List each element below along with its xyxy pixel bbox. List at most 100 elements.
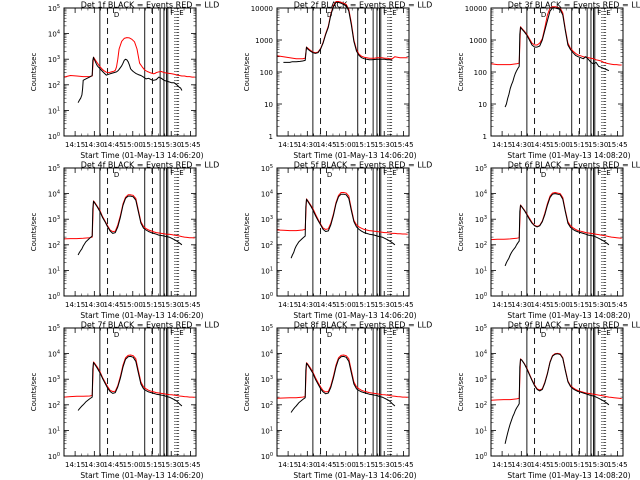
y-tick-label: 1000 [469, 37, 487, 45]
x-tick-label: 14:45 [316, 141, 336, 149]
y-axis-label: Counts/sec [30, 53, 38, 92]
marker-label-d: D [541, 171, 546, 179]
y-tick-label: 100 [48, 452, 60, 461]
x-tick-label: 15:45 [180, 301, 200, 309]
x-tick-label: 14:45 [103, 461, 123, 469]
panel-det-4: Det 4f BLACK = Events RED = LLD Counts/se… [30, 161, 219, 321]
x-tick-label: 15:15 [355, 461, 375, 469]
x-tick-label: 14:15 [492, 141, 512, 149]
x-tick-label: 14:15 [278, 301, 298, 309]
y-tick-label: 103 [48, 375, 60, 384]
series-line-lld [276, 1, 408, 60]
marker-label-f: F [597, 329, 601, 337]
panel-det-3: Det 3f BLACK = Events RED = LLD Counts/se… [457, 1, 640, 161]
x-tick-label: 15:00 [336, 141, 356, 149]
x-tick-label: 14:15 [65, 141, 85, 149]
y-tick-label: 104 [475, 350, 487, 359]
y-tick-label: 101 [261, 266, 273, 275]
marker-label-f: F [170, 329, 174, 337]
x-axis-label: Start Time (01-May-13 14:06:20) [80, 151, 203, 160]
y-tick-label: 100 [260, 69, 273, 77]
marker-label-f: F [383, 9, 387, 17]
marker-label-e: E [179, 329, 183, 337]
x-tick-label: 15:15 [142, 301, 162, 309]
x-tick-label: 15:15 [569, 141, 589, 149]
x-tick-label: 15:45 [180, 461, 200, 469]
y-tick-label: 102 [475, 241, 487, 250]
series-line-events [504, 193, 610, 267]
x-tick-label: 15:15 [355, 301, 375, 309]
panel-det-6: Det 6f BLACK = Events RED = LLD Counts/se… [457, 161, 640, 321]
x-tick-label: 14:30 [84, 301, 104, 309]
x-tick-label: 14:15 [278, 461, 298, 469]
panel-title: Det 9f BLACK = Events RED = LLD [508, 321, 640, 330]
y-tick-label: 100 [48, 132, 60, 141]
marker-label-e: E [179, 169, 183, 177]
x-tick-label: 15:45 [393, 301, 413, 309]
marker-label-f: F [383, 329, 387, 337]
x-tick-label: 14:15 [492, 461, 512, 469]
x-tick-label: 14:30 [297, 461, 317, 469]
x-tick-label: 15:15 [355, 141, 375, 149]
y-axis-label: Counts/sec [243, 213, 251, 252]
marker-label-d: D [114, 171, 119, 179]
x-tick-label: 14:30 [511, 301, 531, 309]
x-tick-label: 15:45 [180, 141, 200, 149]
series-line-lld [276, 354, 408, 399]
series-line-events [77, 355, 183, 411]
marker-label-d: D [114, 11, 119, 19]
y-tick-label: 105 [261, 164, 273, 173]
x-tick-label: 15:00 [550, 141, 570, 149]
y-tick-label: 100 [475, 452, 487, 461]
plot-frame [276, 167, 410, 297]
plot-frame [490, 327, 624, 457]
y-tick-label: 10000 [465, 5, 487, 13]
x-tick-label: 14:45 [530, 301, 550, 309]
marker-label-e: E [392, 329, 396, 337]
x-tick-label: 15:30 [374, 141, 394, 149]
x-tick-label: 14:45 [103, 141, 123, 149]
marker-label-f: F [170, 169, 174, 177]
y-axis-label: Counts/sec [457, 53, 465, 92]
y-tick-label: 101 [475, 266, 487, 275]
y-tick-label: 102 [48, 81, 60, 90]
y-tick-label: 102 [475, 401, 487, 410]
marker-label-f: F [383, 169, 387, 177]
y-tick-label: 10 [478, 101, 487, 109]
plot-frame [490, 7, 624, 137]
marker-label-e: E [392, 169, 396, 177]
x-tick-label: 15:00 [336, 301, 356, 309]
y-tick-label: 104 [475, 190, 487, 199]
x-tick-label: 15:00 [123, 141, 143, 149]
x-tick-label: 14:30 [511, 141, 531, 149]
y-tick-label: 105 [261, 324, 273, 333]
marker-label-f: F [170, 9, 174, 17]
x-tick-label: 15:30 [161, 461, 181, 469]
x-tick-label: 15:00 [123, 301, 143, 309]
x-tick-label: 15:00 [123, 461, 143, 469]
panel-title: Det 8f BLACK = Events RED = LLD [294, 321, 433, 330]
y-tick-label: 104 [48, 190, 60, 199]
y-tick-label: 101 [475, 426, 487, 435]
panel-title: Det 5f BLACK = Events RED = LLD [294, 161, 433, 170]
x-tick-label: 14:30 [84, 461, 104, 469]
y-tick-label: 10000 [251, 5, 273, 13]
x-tick-label: 15:15 [142, 141, 162, 149]
y-axis-label: Counts/sec [243, 373, 251, 412]
x-axis-label: Start Time (01-May-13 14:08:20) [507, 151, 630, 160]
series-line-events [77, 195, 183, 256]
series-line-events [504, 7, 610, 108]
marker-label-d: D [327, 11, 332, 19]
x-tick-label: 14:45 [530, 141, 550, 149]
x-tick-label: 15:15 [569, 461, 589, 469]
marker-label-e: E [606, 329, 610, 337]
x-tick-label: 14:45 [530, 461, 550, 469]
x-tick-label: 14:30 [297, 141, 317, 149]
x-tick-label: 14:45 [316, 301, 336, 309]
x-tick-label: 15:15 [569, 301, 589, 309]
marker-label-d: D [327, 331, 332, 339]
y-tick-label: 105 [48, 164, 60, 173]
y-tick-label: 104 [261, 350, 273, 359]
x-axis-label: Start Time (01-May-13 14:06:20) [293, 471, 416, 480]
